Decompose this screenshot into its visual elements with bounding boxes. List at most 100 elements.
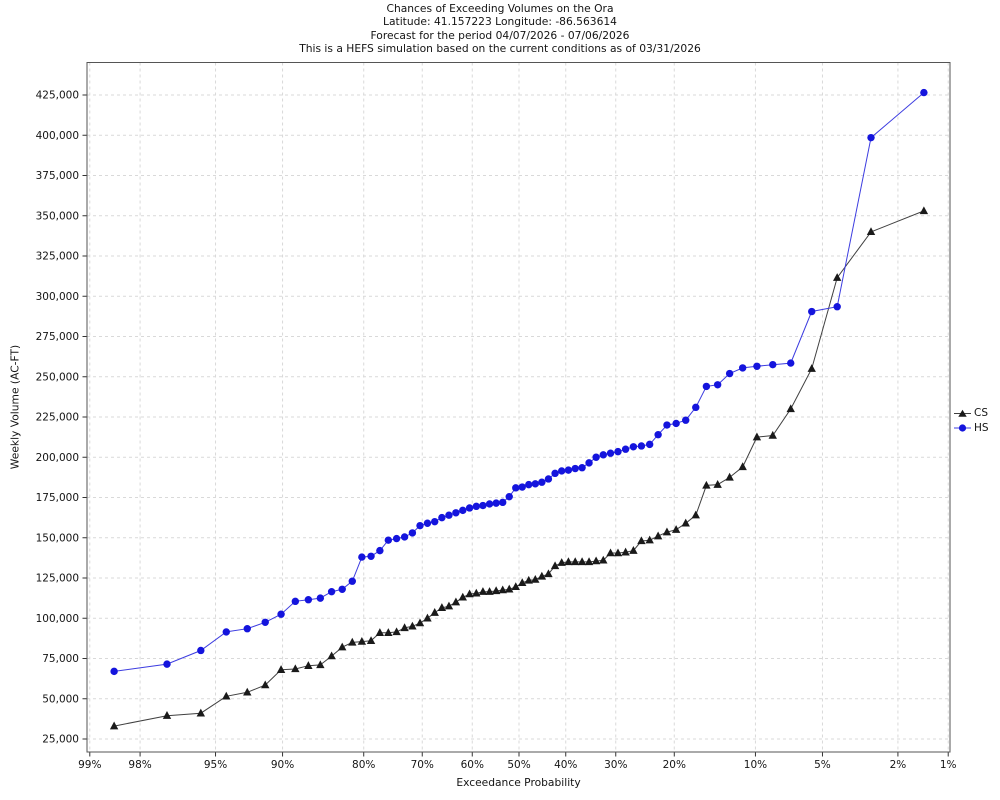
cs-data-point-marker <box>752 432 762 441</box>
cs-data-point-marker <box>276 665 286 673</box>
cs-data-point-marker <box>458 592 467 601</box>
cs-data-point-marker <box>423 613 432 622</box>
hs-data-point-marker <box>197 646 205 655</box>
cs-data-point-marker <box>505 584 514 593</box>
hs-data-point-marker <box>713 381 722 389</box>
legend-label-hs: HS <box>974 422 989 434</box>
y-tick-label: 225,000 <box>36 412 79 424</box>
legend-label-cs: CS <box>974 407 988 419</box>
cs-data-point-marker <box>327 651 336 660</box>
cs-data-point-marker <box>768 430 777 439</box>
cs-data-point-marker <box>485 587 494 595</box>
y-tick-label: 425,000 <box>36 90 79 102</box>
cs-data-point-marker <box>629 546 638 554</box>
y-tick-label: 125,000 <box>36 573 79 585</box>
hs-data-point-marker <box>327 587 336 596</box>
x-tick-label: 40% <box>554 759 577 771</box>
hs-data-point-marker <box>787 359 795 367</box>
hs-data-point-marker <box>637 442 646 450</box>
y-tick-label: 25,000 <box>42 734 79 746</box>
hs-data-point-marker <box>452 509 460 517</box>
cs-data-point-marker <box>524 575 533 584</box>
cs-data-point-marker <box>866 227 876 236</box>
cs-data-point-marker <box>491 586 501 595</box>
hs-line-circle-marker-icon <box>954 424 971 432</box>
cs-data-point-marker <box>662 527 672 536</box>
hs-data-point-marker <box>438 513 446 522</box>
hs-data-point-marker <box>585 459 593 467</box>
hs-data-point-marker <box>492 499 500 507</box>
x-tick-label: 90% <box>271 759 294 771</box>
cs-data-point-marker <box>408 621 417 630</box>
cs-data-point-marker <box>444 601 454 610</box>
hs-data-point-marker <box>479 501 487 510</box>
hs-data-point-marker <box>769 360 777 369</box>
y-axis-label: Weekly Volume (AC-FT) <box>8 344 22 470</box>
cs-data-point-marker <box>304 661 313 669</box>
hs-data-point-marker <box>445 511 453 519</box>
x-tick-label: 5% <box>814 759 831 771</box>
hs-data-point-marker <box>663 421 671 429</box>
cs-data-point-marker <box>606 548 615 557</box>
plot-border <box>86 62 951 753</box>
hs-data-point-marker <box>629 443 638 451</box>
cs-data-point-marker <box>613 548 623 557</box>
hs-data-point-marker <box>423 519 432 527</box>
hs-data-point-marker <box>316 594 325 602</box>
y-tick-label: 250,000 <box>36 371 79 383</box>
cs-data-point-marker <box>465 589 474 598</box>
hs-data-point-marker <box>808 307 816 316</box>
y-tick-label: 200,000 <box>36 452 79 464</box>
hs-data-point-marker <box>672 419 680 428</box>
cs-data-point-marker <box>348 637 357 646</box>
hs-data-point-marker <box>621 445 630 453</box>
cs-data-point-marker <box>691 510 700 519</box>
cs-data-point-marker <box>291 664 300 673</box>
cs-data-point-marker <box>681 518 690 527</box>
hs-data-point-marker <box>384 536 393 544</box>
hs-data-point-marker <box>614 447 622 456</box>
cs-data-point-marker <box>109 721 119 730</box>
cs-data-point-marker <box>498 585 507 594</box>
hs-data-point-marker <box>682 416 690 424</box>
x-tick-label: 50% <box>507 759 530 771</box>
hs-data-point-marker <box>400 533 409 541</box>
cs-data-point-marker <box>621 547 630 556</box>
hs-data-point-marker <box>654 431 662 439</box>
hs-data-point-marker <box>592 453 600 461</box>
hs-data-point-marker <box>753 362 761 370</box>
hs-data-point-marker <box>348 577 356 585</box>
cs-data-point-marker <box>366 636 376 644</box>
cs-data-point-marker <box>537 571 547 580</box>
cs-data-point-marker <box>478 587 488 595</box>
x-tick-label: 70% <box>411 759 434 771</box>
hs-data-point-marker <box>692 403 700 412</box>
hs-data-point-marker <box>431 517 439 526</box>
x-tick-label: 10% <box>744 759 767 771</box>
y-tick-label: 100,000 <box>36 613 79 625</box>
y-tick-label: 350,000 <box>36 210 79 222</box>
cs-data-point-marker <box>645 535 654 544</box>
cs-data-point-marker <box>415 618 425 627</box>
cs-data-point-marker <box>451 597 461 606</box>
hs-data-point-marker <box>261 618 269 626</box>
cs-data-point-marker <box>807 364 816 372</box>
hs-data-point-marker <box>485 500 494 508</box>
hs-data-point-marker <box>416 521 424 530</box>
cs-data-point-marker <box>919 206 929 215</box>
cs-data-point-marker <box>531 575 540 583</box>
x-tick-label: 20% <box>663 759 686 771</box>
cs-data-point-marker <box>702 480 711 489</box>
cs-data-point-marker <box>196 708 206 717</box>
hs-data-point-marker <box>392 534 401 543</box>
x-tick-label: 60% <box>461 759 484 771</box>
hs-data-point-marker <box>551 469 559 478</box>
cs-series-line <box>114 210 925 727</box>
hs-data-point-marker <box>606 449 615 457</box>
x-tick-label: 30% <box>604 759 627 771</box>
chart-subtitle-period: Forecast for the period 04/07/2026 - 07/… <box>370 28 630 42</box>
cs-data-point-marker <box>437 603 447 611</box>
cs-data-point-marker <box>375 628 385 636</box>
hs-data-point-marker <box>525 480 533 489</box>
